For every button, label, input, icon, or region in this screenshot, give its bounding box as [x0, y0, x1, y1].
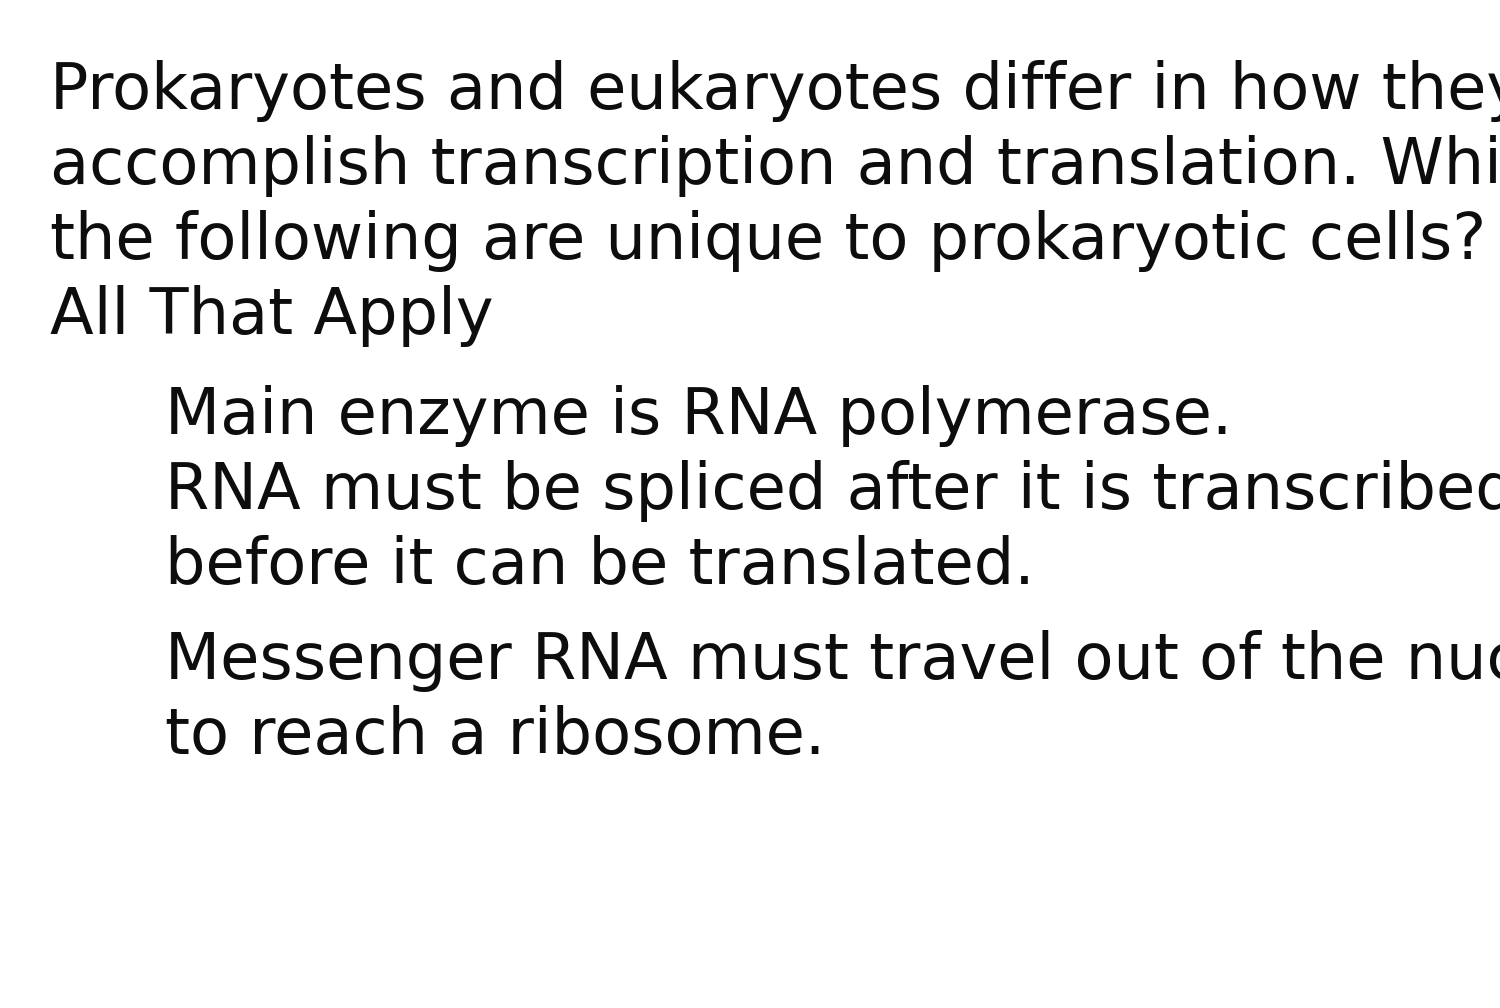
Text: to reach a ribosome.: to reach a ribosome. — [165, 705, 825, 767]
Text: Prokaryotes and eukaryotes differ in how they: Prokaryotes and eukaryotes differ in how… — [50, 60, 1500, 122]
Text: before it can be translated.: before it can be translated. — [165, 535, 1035, 597]
Text: All That Apply: All That Apply — [50, 285, 494, 347]
Text: Messenger RNA must travel out of the nucleus: Messenger RNA must travel out of the nuc… — [165, 630, 1500, 692]
Text: Main enzyme is RNA polymerase.: Main enzyme is RNA polymerase. — [165, 385, 1233, 447]
Text: the following are unique to prokaryotic cells? Select: the following are unique to prokaryotic … — [50, 210, 1500, 272]
Text: RNA must be spliced after it is transcribed: RNA must be spliced after it is transcri… — [165, 460, 1500, 522]
Text: accomplish transcription and translation. Which of: accomplish transcription and translation… — [50, 135, 1500, 197]
